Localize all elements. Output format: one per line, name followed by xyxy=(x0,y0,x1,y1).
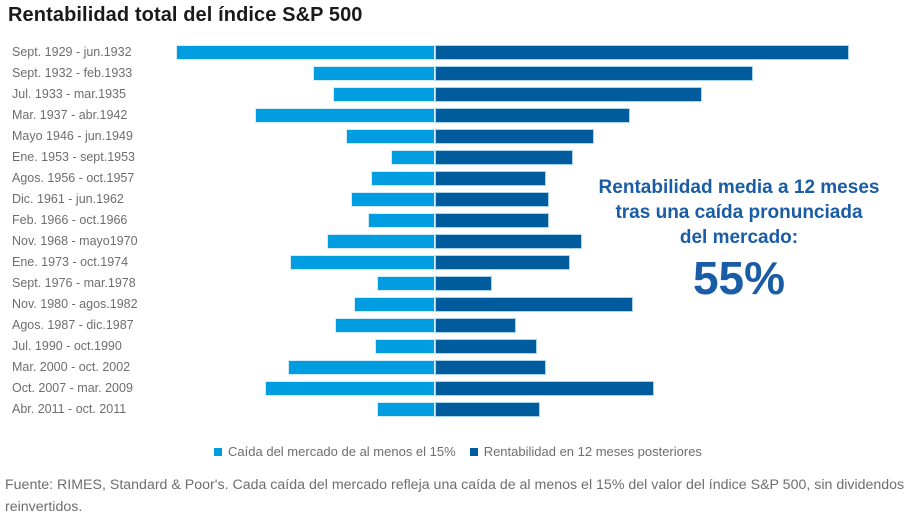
return-bar xyxy=(435,402,540,417)
decline-bar xyxy=(375,339,435,354)
legend-item-return: Rentabilidad en 12 meses posteriores xyxy=(469,444,702,459)
return-bar xyxy=(435,150,573,165)
decline-bar xyxy=(290,255,435,270)
return-bar xyxy=(435,234,582,249)
return-bar xyxy=(435,213,549,228)
return-bar xyxy=(435,276,492,291)
decline-bar xyxy=(376,402,435,417)
source-footnote: Fuente: RIMES, Standard & Poor's. Cada c… xyxy=(5,477,905,515)
return-bar xyxy=(435,381,654,396)
return-bar xyxy=(435,45,849,60)
row-label: Agos. 1956 - oct.1957 xyxy=(12,171,135,185)
page-title: Rentabilidad total del índice S&P 500 xyxy=(8,4,363,26)
decline-bar xyxy=(334,318,435,333)
row-label: Ene. 1973 - oct.1974 xyxy=(12,255,129,269)
return-bar xyxy=(435,297,633,312)
decline-bar xyxy=(346,129,435,144)
row-label: Nov. 1968 - mayo1970 xyxy=(12,234,138,248)
row-label: Feb. 1966 - oct.1966 xyxy=(12,213,128,227)
row-label: Sept. 1929 - jun.1932 xyxy=(12,45,132,59)
decline-bar xyxy=(370,171,435,186)
row-label: Jul. 1933 - mar.1935 xyxy=(12,87,126,101)
decline-bar xyxy=(353,297,435,312)
return-bar xyxy=(435,339,537,354)
row-label: Nov. 1980 - agos.1982 xyxy=(12,297,138,311)
row-label: Mar. 2000 - oct. 2002 xyxy=(12,360,131,374)
decline-bar xyxy=(333,87,435,102)
row-label: Agos. 1987 - dic.1987 xyxy=(12,318,134,332)
average-return-annotation: Rentabilidad media a 12 meses tras una c… xyxy=(598,175,880,304)
row-label: Sept. 1932 - feb.1933 xyxy=(12,66,133,80)
annotation-line: del mercado: xyxy=(679,227,799,248)
return-bar xyxy=(435,255,570,270)
decline-bar xyxy=(390,150,435,165)
return-bar xyxy=(435,171,546,186)
legend-label: Rentabilidad en 12 meses posteriores xyxy=(483,444,702,459)
annotation-line: tras una caída pronunciada xyxy=(615,202,863,223)
row-label: Abr. 2011 - oct. 2011 xyxy=(12,402,127,416)
row-label: Mayo 1946 - jun.1949 xyxy=(12,129,133,143)
decline-bar xyxy=(351,192,435,207)
decline-bar xyxy=(255,108,435,123)
decline-bar xyxy=(326,234,435,249)
decline-bar xyxy=(313,66,435,81)
decline-swatch-icon xyxy=(214,447,223,456)
return-bar xyxy=(435,318,516,333)
return-bar xyxy=(435,129,594,144)
legend-label: Caída del mercado de al menos el 15% xyxy=(228,444,456,459)
return-bar xyxy=(435,360,546,375)
row-label: Ene. 1953 - sept.1953 xyxy=(12,150,136,164)
return-bar xyxy=(435,108,630,123)
return-bar xyxy=(435,87,702,102)
row-label: Mar. 1937 - abr.1942 xyxy=(12,108,128,122)
legend-item-decline: Caída del mercado de al menos el 15% xyxy=(214,444,456,459)
decline-bar xyxy=(176,45,435,60)
return-bar xyxy=(435,66,753,81)
row-label: Jul. 1990 - oct.1990 xyxy=(12,339,122,353)
diverging-bar-chart: Sept. 1929 - jun.1932 Sept. 1932 - feb.19… xyxy=(12,45,849,417)
legend: Caída del mercado de al menos el 15% Ren… xyxy=(0,444,916,459)
annotation-line: Rentabilidad media a 12 meses xyxy=(598,177,880,198)
decline-bar xyxy=(287,360,435,375)
decline-bar xyxy=(376,276,435,291)
row-label: Sept. 1976 - mar.1978 xyxy=(12,276,136,290)
annotation-value: 55% xyxy=(692,252,786,304)
decline-bar xyxy=(368,213,435,228)
row-label: Dic. 1961 - jun.1962 xyxy=(12,192,124,206)
row-label: Oct. 2007 - mar. 2009 xyxy=(12,381,133,395)
return-swatch-icon xyxy=(469,447,478,456)
decline-bar xyxy=(264,381,435,396)
return-bar xyxy=(435,192,549,207)
